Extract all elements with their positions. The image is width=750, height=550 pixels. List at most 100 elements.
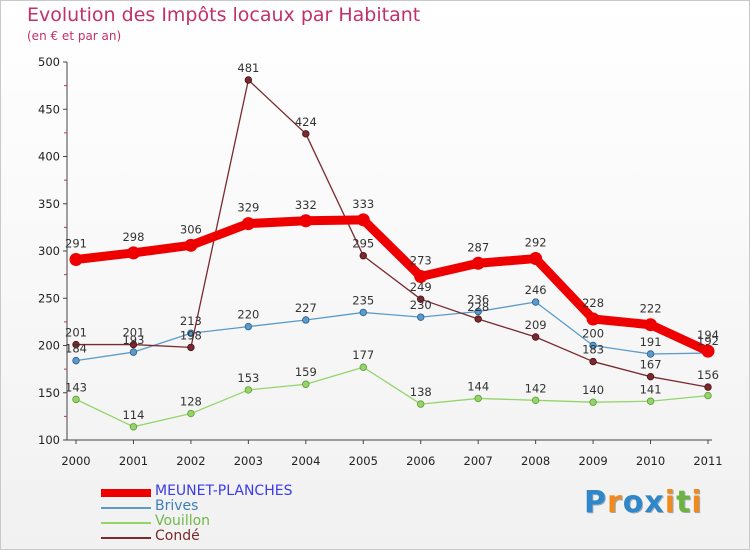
data-label: 292 [525,236,547,250]
data-label: 183 [582,343,604,357]
x-tick-label: 2006 [406,454,435,468]
data-point [72,340,80,349]
y-tick-label: 400 [38,150,60,164]
data-point [241,217,255,231]
y-tick-label: 450 [38,102,60,116]
series-cond- [72,76,712,391]
data-point [129,423,138,431]
data-label: 306 [180,222,202,236]
x-tick-label: 2003 [234,454,263,468]
data-label: 295 [352,237,374,251]
data-label: 209 [525,318,547,332]
series-brives [72,298,712,365]
data-label: 230 [410,298,432,312]
data-label: 287 [467,240,489,254]
data-label: 167 [640,358,662,372]
x-tick-label: 2005 [349,454,378,468]
data-point [646,350,655,358]
data-label: 140 [582,383,604,397]
data-point [589,398,597,406]
data-label: 246 [525,283,547,297]
data-label: 273 [410,254,432,268]
data-label: 153 [237,371,259,385]
data-point [299,214,313,228]
data-point [359,252,367,260]
data-point [356,213,370,227]
logo-letter: o [622,485,645,520]
data-point [417,313,425,321]
data-point [359,308,367,317]
data-label: 298 [122,230,144,244]
data-point [244,76,253,84]
data-point [704,391,712,400]
data-point [531,333,540,341]
data-label: 138 [410,385,432,399]
data-label: 177 [352,348,374,362]
data-point [646,397,655,405]
data-point [471,256,485,270]
data-label: 142 [525,381,547,395]
data-point [302,316,310,324]
data-label: 143 [65,380,87,394]
data-label: 228 [467,300,489,314]
data-point [244,322,253,331]
data-label: 194 [697,328,719,342]
chart-subtitle: (en € et par an) [27,29,122,43]
data-point [531,396,540,405]
x-tick-label: 2010 [636,454,665,468]
data-label: 222 [640,302,662,316]
y-tick-label: 250 [38,291,60,305]
data-point [72,395,80,404]
data-point [302,130,310,138]
data-label: 236 [467,292,489,306]
data-label: 424 [295,115,317,129]
data-label: 191 [640,335,662,349]
y-tick-label: 350 [38,197,60,211]
data-point [589,357,597,366]
data-point [359,363,367,371]
data-label: 200 [582,327,604,341]
logo-letter: i [664,485,677,520]
data-label: 329 [237,201,259,215]
data-point [244,386,253,394]
data-point [126,246,140,260]
data-label: 144 [467,379,489,393]
data-label: 332 [295,198,317,212]
logo-letter: x [644,485,665,520]
y-tick-label: 300 [38,244,60,258]
data-label: 213 [180,314,202,328]
y-tick-label: 200 [38,339,60,353]
data-label: 192 [697,334,719,348]
data-point [72,356,80,365]
logo-letter: i [691,485,703,520]
data-point [644,318,658,332]
series-line [75,301,709,362]
series-line [75,79,709,388]
data-label: 198 [180,328,202,342]
data-point [474,394,482,403]
logo-letter: t [676,485,692,520]
logo-letter: P [584,485,607,520]
data-label: 481 [237,61,259,75]
data-point [187,409,195,418]
proxiti-logo: Proxiti [584,485,703,520]
data-label: 333 [352,197,374,211]
data-point [589,341,597,350]
data-label: 193 [122,333,144,347]
data-point [531,298,540,306]
series-layer [69,76,715,431]
x-tick-label: 2001 [119,454,148,468]
series-line [75,366,709,428]
data-point [302,380,310,388]
data-point [184,238,198,252]
series-meunet-planches [69,213,715,358]
data-point [417,400,425,408]
data-point [129,340,138,349]
x-tick-label: 2002 [176,454,205,468]
data-label: 227 [295,301,317,315]
data-point [417,295,425,303]
data-label: 128 [180,395,202,409]
y-tick-label: 100 [38,433,60,447]
